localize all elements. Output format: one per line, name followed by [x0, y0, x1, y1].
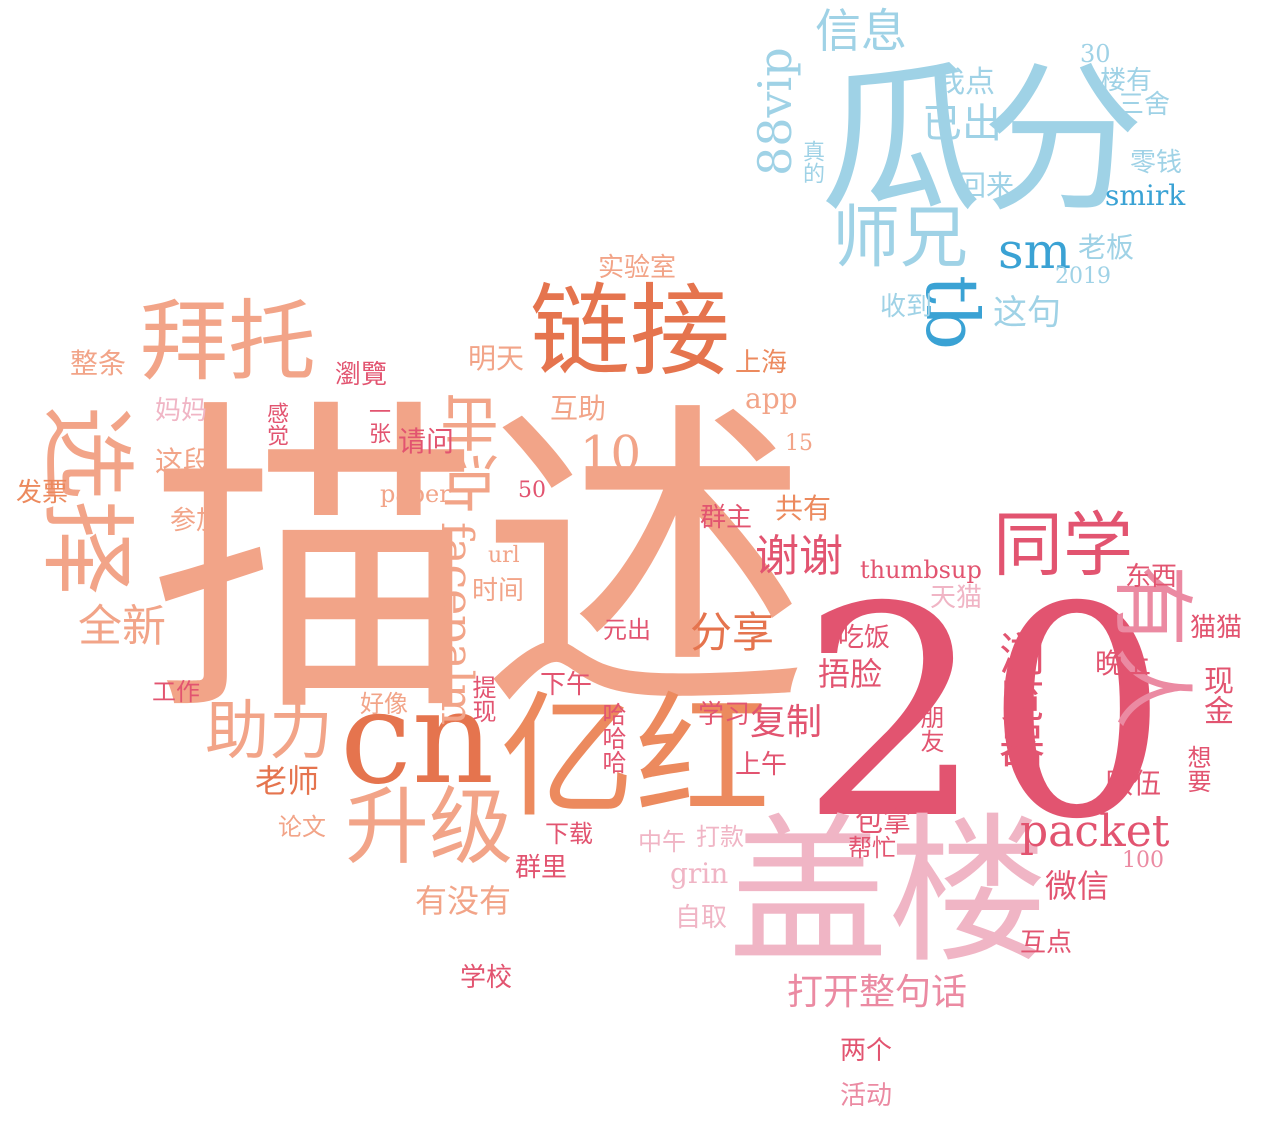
- word: 现金: [1198, 665, 1233, 725]
- word: 实验室: [598, 253, 677, 283]
- word: 朋友: [916, 705, 944, 753]
- word: 参加: [170, 506, 223, 536]
- word: 妈妈: [155, 396, 208, 426]
- word: 群主: [700, 503, 753, 533]
- word: 互点: [1020, 928, 1073, 958]
- word: 两个: [840, 1036, 893, 1066]
- word: 这句: [993, 293, 1061, 333]
- word: 帮忙: [848, 834, 896, 862]
- word: 已出: [922, 101, 1002, 147]
- word: 回来: [958, 169, 1015, 202]
- word: 三舍: [1118, 90, 1171, 120]
- word: 共有: [775, 492, 832, 525]
- word: 群里: [515, 853, 568, 883]
- word: 真的: [799, 140, 824, 184]
- word: 打款: [696, 823, 744, 851]
- word: 提现: [468, 675, 496, 723]
- word: 选择: [31, 405, 141, 596]
- word: 下午: [540, 670, 593, 700]
- word: 有人: [1104, 565, 1199, 730]
- word: 上海: [735, 348, 788, 378]
- word: 感觉: [263, 402, 288, 446]
- word: 老板: [1078, 231, 1135, 264]
- word: url: [488, 543, 520, 568]
- word: 同学: [993, 504, 1133, 586]
- word: 学校: [460, 963, 513, 993]
- word: 时间: [472, 576, 525, 606]
- word: 有没有: [415, 882, 512, 920]
- word: 好像: [360, 690, 408, 718]
- word: 拜托: [140, 290, 317, 393]
- word: 88vip: [748, 47, 802, 176]
- word: packet: [1020, 806, 1170, 857]
- word: 15: [785, 431, 813, 456]
- word: 浏览器: [992, 630, 1046, 768]
- word: 学习: [698, 700, 751, 730]
- word: 请问: [398, 425, 455, 458]
- word: 10: [580, 426, 642, 482]
- word: 2019: [1055, 264, 1111, 289]
- word: 一张: [365, 400, 390, 444]
- word: 捂脸: [818, 655, 883, 693]
- word: 100: [1122, 848, 1164, 873]
- word: 20: [800, 546, 1170, 883]
- word: 微信: [1045, 867, 1110, 905]
- word: 上午: [735, 750, 788, 780]
- word: 东西: [1125, 562, 1178, 592]
- word: 队伍: [1105, 767, 1162, 800]
- word: 瀏覽: [335, 360, 388, 390]
- word: 亿红: [500, 679, 770, 836]
- word: 下载: [545, 820, 593, 848]
- word: 工作: [152, 678, 200, 706]
- word: 我点: [935, 65, 995, 100]
- word: 发票: [16, 478, 69, 508]
- word: 盖楼: [728, 798, 1049, 985]
- word: cn: [340, 664, 495, 813]
- word: grin: [670, 857, 729, 890]
- word: 自取: [675, 903, 728, 933]
- word: 晚上: [1095, 647, 1152, 680]
- word: 元出: [603, 616, 651, 644]
- word: 想要: [1183, 745, 1211, 793]
- word: 师兄: [832, 199, 969, 278]
- word: 这段: [155, 445, 212, 478]
- word: 分享: [690, 608, 775, 657]
- word: 明天: [468, 342, 525, 375]
- word: sm: [998, 222, 1072, 280]
- word: 升级: [345, 778, 514, 876]
- word: 楼有: [1100, 66, 1153, 96]
- word: paper: [380, 480, 451, 508]
- word: 活动: [840, 1081, 893, 1111]
- word: 猫猫: [1190, 613, 1243, 643]
- word: 包拿: [855, 805, 912, 838]
- word: 中午: [638, 828, 686, 856]
- word: 哈哈哈: [598, 702, 626, 774]
- word: thumbsup: [860, 556, 982, 584]
- word: 老师: [255, 762, 320, 800]
- word: 零钱: [1130, 148, 1183, 178]
- word: app: [745, 382, 798, 415]
- word: 天猫: [930, 583, 983, 613]
- word: 收到: [880, 292, 933, 322]
- word: 互助: [550, 392, 607, 425]
- word: 信息: [815, 4, 907, 58]
- word: 50: [518, 478, 546, 503]
- word: 瓜分: [820, 47, 1144, 235]
- word: 吃饭: [838, 623, 891, 653]
- word: 论文: [278, 813, 326, 841]
- word: 30: [1080, 40, 1111, 68]
- word: 全新: [78, 601, 166, 652]
- word: 打开整句话: [787, 972, 968, 1013]
- word: 链接: [530, 273, 730, 390]
- word: 整条: [70, 347, 127, 380]
- word: 复制: [750, 702, 823, 743]
- word: 谢谢: [755, 531, 843, 582]
- word: 助力: [205, 695, 333, 769]
- word: smirk: [1105, 179, 1186, 212]
- word: 描述: [150, 373, 810, 757]
